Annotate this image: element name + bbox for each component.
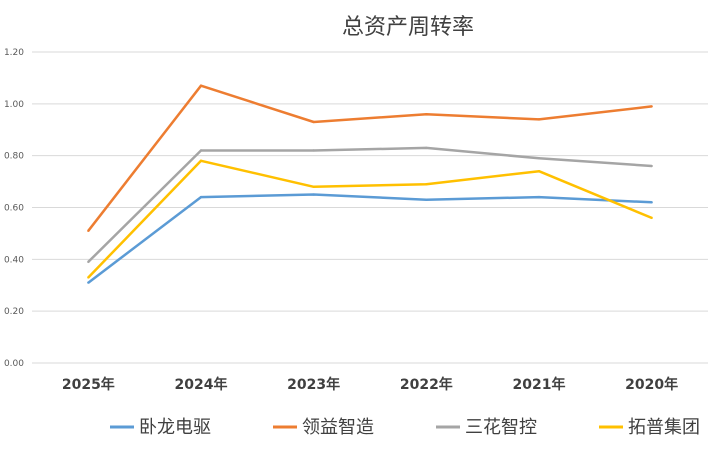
data-point	[425, 182, 428, 186]
data-point	[312, 185, 315, 188]
data-point	[199, 195, 203, 199]
data-point	[425, 146, 428, 150]
gridlines	[32, 51, 708, 364]
legend-item: 卧龙电驱	[110, 417, 211, 438]
data-point	[312, 193, 315, 196]
x-tick-label: 2021年	[513, 376, 566, 393]
data-point	[199, 149, 203, 152]
y-tick-label: 0.60	[4, 204, 24, 214]
data-point	[537, 157, 541, 160]
y-tick-label: 0.20	[4, 307, 24, 317]
legend: 卧龙电驱 领益智造 三花智控 拓普集团	[110, 417, 700, 438]
data-point	[537, 195, 541, 199]
y-tick-label: 0.40	[4, 255, 24, 265]
x-tick-label: 2025年	[62, 376, 115, 393]
data-point	[312, 120, 315, 124]
data-point	[312, 149, 315, 152]
legend-item: 领益智造	[273, 417, 374, 438]
legend-label: 领益智造	[302, 417, 374, 438]
series-lines	[87, 84, 653, 284]
data-point	[199, 159, 203, 163]
legend-item: 拓普集团	[599, 417, 700, 438]
series-line-1	[87, 84, 652, 232]
series-line-3	[87, 159, 653, 279]
data-point	[87, 276, 90, 279]
data-point	[650, 201, 653, 204]
x-tick-label: 2023年	[287, 376, 340, 393]
y-tick-label: 0.00	[4, 359, 24, 369]
y-tick-label: 0.80	[4, 152, 24, 162]
y-axis-ticks: 0.00 0.20 0.40 0.60 0.80 1.00 1.20	[4, 48, 24, 369]
series-line-2	[87, 146, 652, 263]
legend-item: 三花智控	[436, 417, 537, 438]
data-point	[537, 170, 541, 173]
legend-label: 卧龙电驱	[139, 417, 211, 438]
x-tick-label: 2022年	[400, 376, 453, 393]
data-point	[650, 105, 653, 108]
data-point	[87, 229, 90, 233]
series-line-0	[87, 193, 652, 284]
data-point	[87, 281, 90, 284]
x-tick-label: 2024年	[175, 376, 228, 393]
chart-title: 总资产周转率	[342, 15, 474, 40]
legend-label: 拓普集团	[628, 417, 700, 438]
data-point	[199, 84, 203, 87]
x-axis-ticks: 2025年 2024年 2023年 2022年 2021年 2020年	[62, 376, 678, 393]
y-tick-label: 1.20	[4, 48, 24, 58]
data-point	[87, 260, 90, 264]
legend-label: 三花智控	[465, 417, 537, 438]
data-point	[537, 118, 541, 121]
data-point	[425, 113, 428, 116]
data-point	[650, 164, 653, 168]
x-tick-label: 2020年	[625, 376, 678, 393]
data-point	[650, 216, 653, 220]
y-tick-label: 1.00	[4, 100, 24, 110]
data-point	[425, 198, 428, 201]
